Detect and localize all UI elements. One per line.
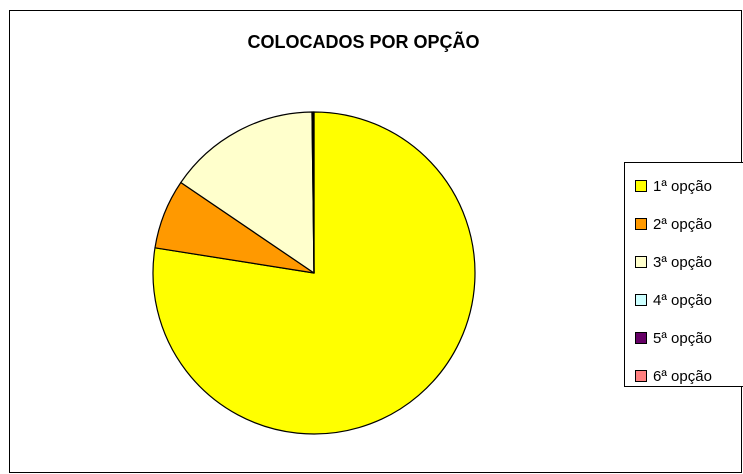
legend-label-2: 2ª opção bbox=[653, 215, 712, 233]
legend-item-6: 6ª opção bbox=[635, 367, 712, 385]
legend-item-4: 4ª opção bbox=[635, 291, 712, 309]
legend-label-5: 5ª opção bbox=[653, 329, 712, 347]
legend-label-1: 1ª opção bbox=[653, 177, 712, 195]
legend-swatch-5 bbox=[635, 332, 647, 344]
legend-item-3: 3ª opção bbox=[635, 253, 712, 271]
legend-item-5: 5ª opção bbox=[635, 329, 712, 347]
legend-swatch-1 bbox=[635, 180, 647, 192]
pie-slice-6 bbox=[312, 111, 315, 274]
legend-swatch-2 bbox=[635, 218, 647, 230]
chart-title: COLOCADOS POR OPÇÃO bbox=[247, 32, 480, 52]
pie-slice-3 bbox=[180, 111, 315, 274]
legend-label-3: 3ª opção bbox=[653, 253, 712, 271]
legend-label-6: 6ª opção bbox=[653, 367, 712, 385]
legend: 1ª opção 2ª opção 3ª opção 4ª opção 5ª opção… bbox=[624, 162, 743, 387]
legend-swatch-3 bbox=[635, 256, 647, 268]
legend-item-1: 1ª opção bbox=[635, 177, 712, 195]
legend-label-4: 4ª opção bbox=[653, 291, 712, 309]
legend-swatch-4 bbox=[635, 294, 647, 306]
legend-item-2: 2ª opção bbox=[635, 215, 712, 233]
legend-swatch-6 bbox=[635, 370, 647, 382]
